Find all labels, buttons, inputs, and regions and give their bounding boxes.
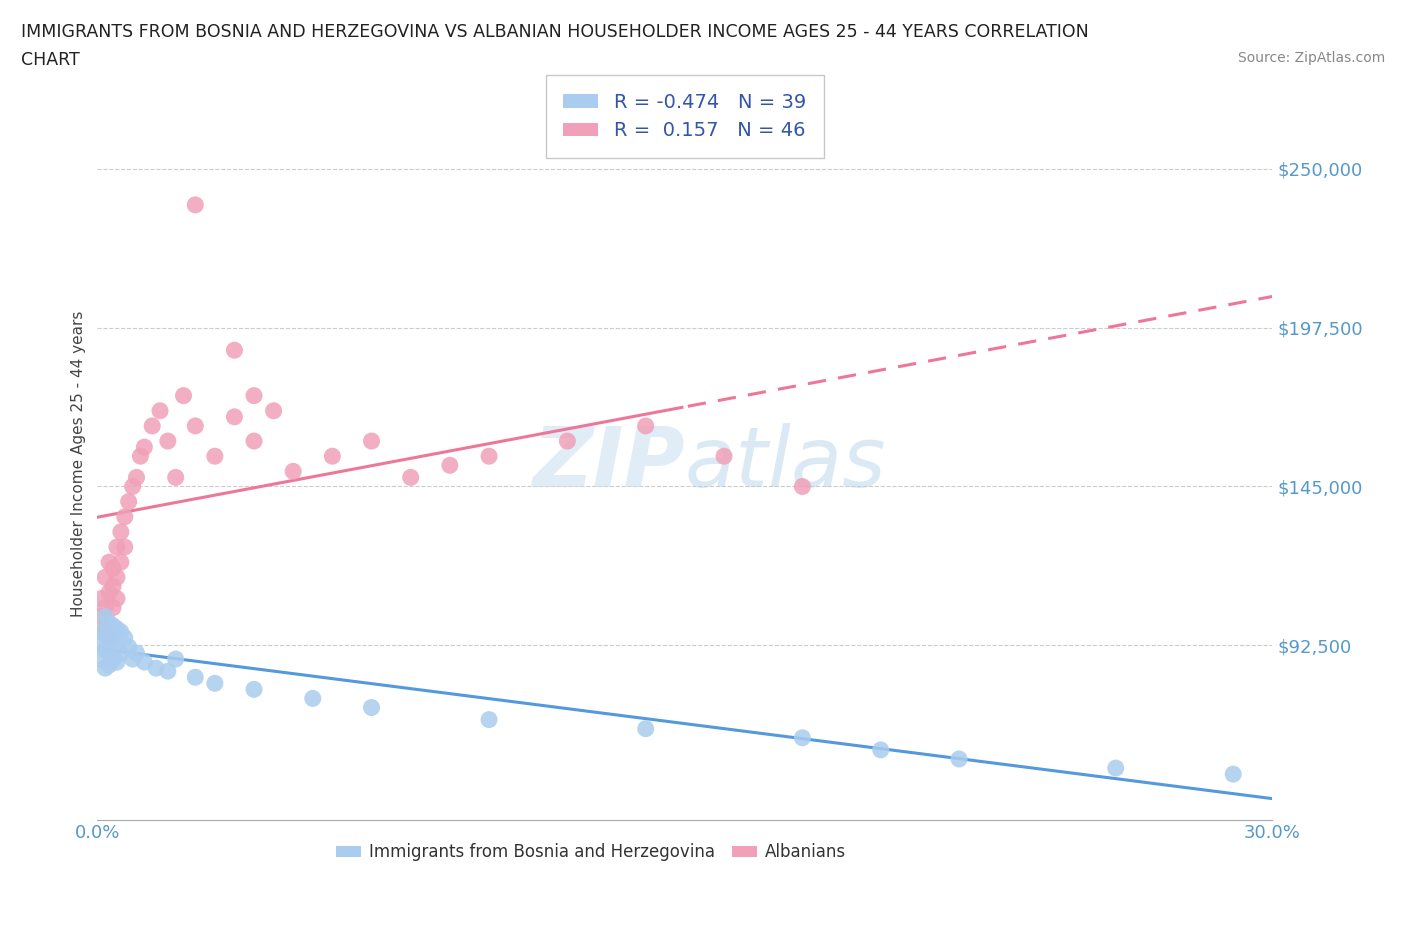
Point [90,591,112,606]
Point [149,404,172,418]
Legend: Immigrants from Bosnia and Herzegovina, Albanians: Immigrants from Bosnia and Herzegovina, … [329,837,853,868]
Point [1105,761,1128,776]
Text: ZIP: ZIP [533,423,685,504]
Point [94,643,117,658]
Point [105,640,128,655]
Point [713,449,735,464]
Point [301,691,323,706]
Point [321,449,343,464]
Point [101,579,124,594]
Point [94,621,117,636]
Point [90,636,112,651]
Point [121,652,143,667]
Point [105,655,128,670]
Text: IMMIGRANTS FROM BOSNIA AND HERZEGOVINA VS ALBANIAN HOUSEHOLDER INCOME AGES 25 - : IMMIGRANTS FROM BOSNIA AND HERZEGOVINA V… [21,23,1088,41]
Point [224,409,246,424]
Point [1222,766,1244,781]
Point [129,449,152,464]
Point [98,658,121,672]
Point [98,554,121,569]
Point [94,660,117,675]
Point [94,609,117,624]
Point [634,418,657,433]
Point [792,730,814,745]
Point [869,742,891,757]
Point [634,722,657,737]
Point [90,652,112,667]
Point [110,624,132,639]
Point [98,585,121,600]
Point [224,343,246,358]
Point [204,676,226,691]
Point [101,561,124,576]
Point [94,628,117,643]
Point [156,664,179,679]
Point [90,624,112,639]
Text: CHART: CHART [21,51,80,69]
Point [283,464,305,479]
Point [204,449,226,464]
Point [263,404,285,418]
Point [114,510,136,525]
Point [165,470,187,485]
Point [243,433,266,448]
Point [110,554,132,569]
Point [184,670,207,684]
Point [792,479,814,494]
Point [94,600,117,615]
Point [98,631,121,645]
Point [105,621,128,636]
Point [98,616,121,631]
Point [110,525,132,539]
Point [105,539,128,554]
Point [360,433,382,448]
Y-axis label: Householder Income Ages 25 - 44 years: Householder Income Ages 25 - 44 years [72,311,86,617]
Point [557,433,579,448]
Point [90,609,112,624]
Point [134,655,156,670]
Point [98,633,121,648]
Point [165,652,187,667]
Point [399,470,422,485]
Point [101,652,124,667]
Point [105,591,128,606]
Point [134,440,156,455]
Point [125,645,148,660]
Point [243,388,266,403]
Point [184,197,207,212]
Point [184,418,207,433]
Point [94,570,117,585]
Point [118,640,141,655]
Point [101,600,124,615]
Point [110,645,132,660]
Point [114,631,136,645]
Point [439,458,461,472]
Point [948,751,970,766]
Point [145,660,167,675]
Point [173,388,195,403]
Point [105,570,128,585]
Point [101,631,124,645]
Point [478,449,501,464]
Point [114,539,136,554]
Point [125,470,148,485]
Point [141,418,163,433]
Point [98,645,121,660]
Point [101,618,124,633]
Point [360,700,382,715]
Point [478,712,501,727]
Text: Source: ZipAtlas.com: Source: ZipAtlas.com [1237,51,1385,65]
Point [156,433,179,448]
Point [118,494,141,509]
Text: atlas: atlas [685,423,887,504]
Point [121,479,143,494]
Point [243,682,266,697]
